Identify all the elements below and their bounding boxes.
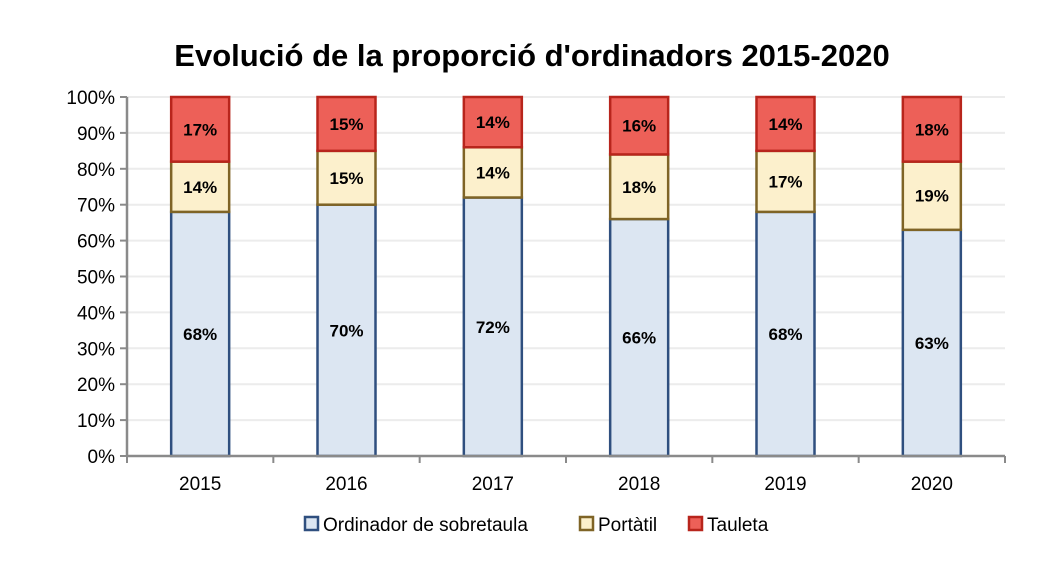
data-label: 14% [768,115,802,134]
legend-item[interactable]: Portàtil [578,515,657,536]
y-tick-label: 70% [77,196,115,217]
data-label: 19% [915,187,949,206]
legend-item[interactable]: Ordinador de sobretaula [303,515,528,536]
y-tick-label: 20% [77,375,115,396]
data-label: 63% [915,334,949,353]
y-tick-label: 50% [77,268,115,289]
bars [169,95,963,458]
data-label: 18% [915,120,949,139]
bar-segment-tauleta-2016[interactable] [316,95,377,153]
legend-item[interactable]: Tauleta [687,515,769,536]
legend-label: Portàtil [598,515,657,536]
bar-segment-ordinador-de-sobretaula-2016[interactable] [316,203,377,458]
y-tick-label: 100% [66,88,115,109]
data-label: 14% [476,163,510,182]
bar-segment-port-til-2020[interactable] [901,160,963,232]
y-tick-label: 80% [77,160,115,181]
y-tick-label: 90% [77,124,115,145]
data-label: 17% [768,172,802,191]
legend-label: Tauleta [707,515,769,536]
data-label: 14% [183,178,217,197]
gridlines [127,96,1005,422]
data-label: 68% [768,325,802,344]
data-labels: 68% 14% 17% 70% 15% 15% 72% 14% 14% 66% 18% 16% 68% 1… [183,113,949,353]
data-label: 15% [329,169,363,188]
data-label: 15% [329,115,363,134]
legend-swatch [578,515,595,532]
y-tick-label: 0% [88,447,116,468]
legend-label: Ordinador de sobretaula [323,515,528,536]
data-label: 72% [476,318,510,337]
data-label: 16% [622,117,656,136]
bar-segment-ordinador-de-sobretaula-2017[interactable] [462,196,524,458]
legend-swatch [687,515,704,532]
y-tick-label: 40% [77,303,115,324]
x-tick-label: 2018 [618,474,660,495]
x-tick-label: 2020 [911,474,953,495]
data-label: 70% [329,321,363,340]
x-tick-label: 2019 [764,474,806,495]
bar-segment-port-til-2018[interactable] [608,153,670,221]
chart-title: Evolució de la proporció d'ordinadors 20… [174,38,889,73]
data-label: 14% [476,113,510,132]
bar-segment-ordinador-de-sobretaula-2019[interactable] [755,210,816,458]
x-tick-label: 2016 [325,474,367,495]
y-tick-label: 30% [77,339,115,360]
bar-segment-tauleta-2019[interactable] [755,95,816,153]
y-tick-label: 10% [77,411,115,432]
legend-swatch [303,515,320,532]
x-tick-label: 2017 [472,474,514,495]
bar-segment-port-til-2016[interactable] [316,149,377,206]
data-label: 68% [183,325,217,344]
bar-segment-port-til-2017[interactable] [462,146,524,199]
bar-segment-tauleta-2018[interactable] [608,95,670,156]
x-tick-label: 2015 [179,474,221,495]
data-label: 17% [183,120,217,139]
bar-segment-tauleta-2020[interactable] [901,95,963,163]
bar-segment-tauleta-2015[interactable] [169,95,231,163]
bar-segment-tauleta-2017[interactable] [462,95,524,149]
legend: Ordinador de sobretaula Portàtil Tauleta [303,515,769,536]
data-label: 66% [622,329,656,348]
axes: 0% 10% 20% 30% 40% 50% 60% 70% 80% 90% 100% 2015 201… [66,88,1006,495]
y-tick-label: 60% [77,232,115,253]
data-label: 18% [622,178,656,197]
bar-segment-ordinador-de-sobretaula-2018[interactable] [608,217,670,458]
